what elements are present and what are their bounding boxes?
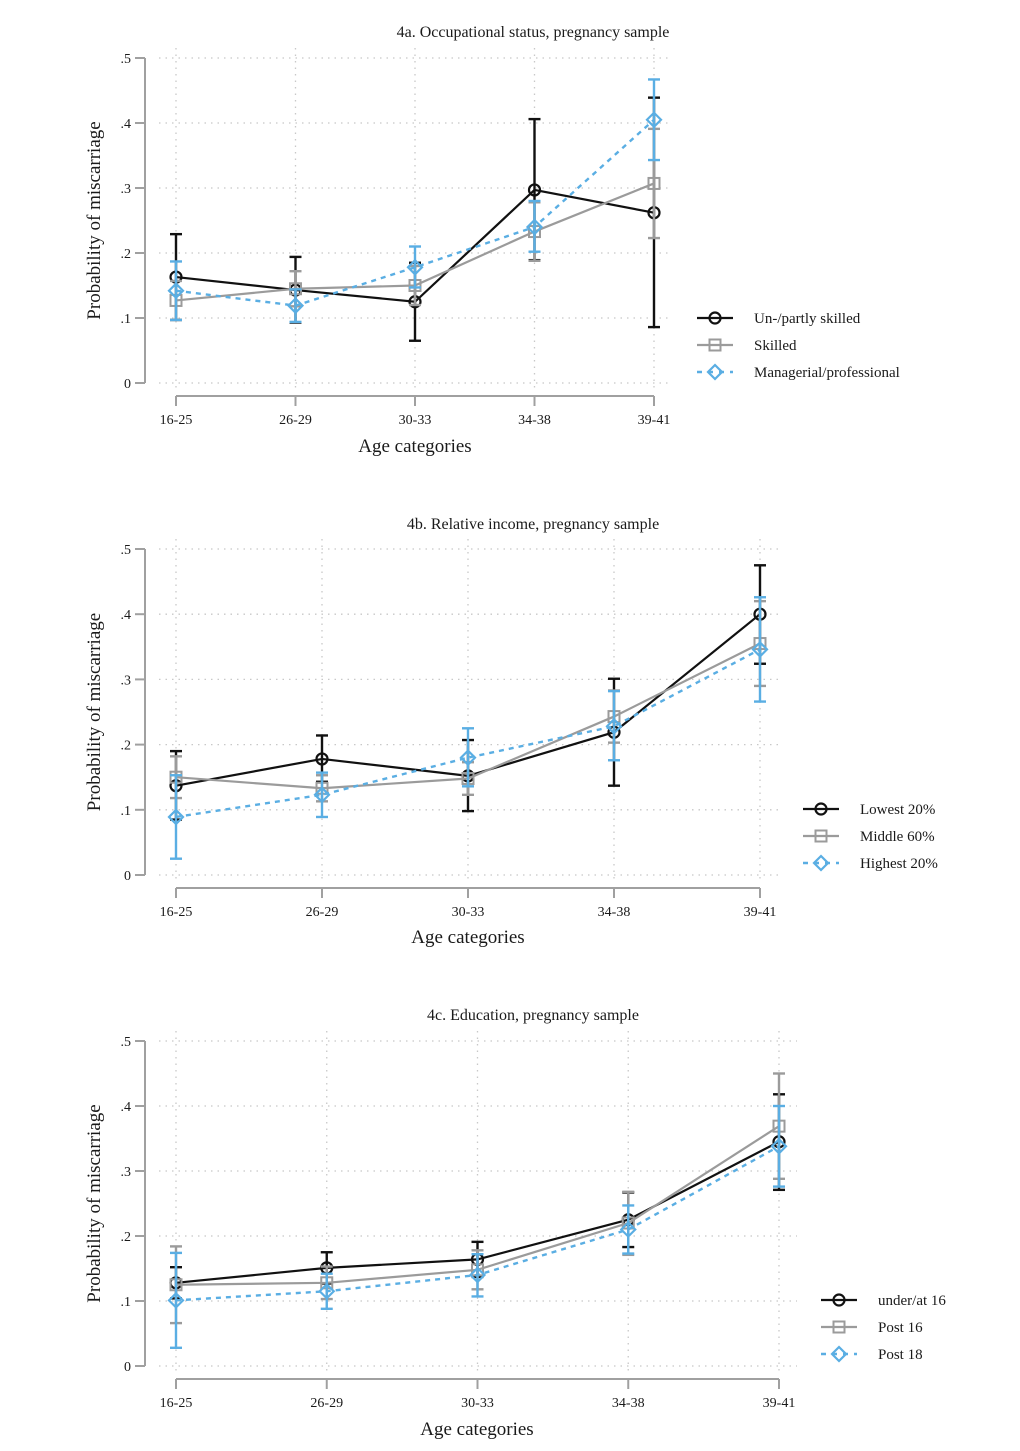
x-tick-label: 30-33: [452, 905, 485, 920]
x-tick-label: 16-25: [160, 413, 193, 428]
x-tick-label: 39-41: [744, 905, 777, 920]
x-tick-label: 34-38: [518, 413, 551, 428]
y-tick-label: .2: [121, 739, 132, 754]
data-point: [459, 749, 477, 767]
data-point: [318, 1282, 336, 1300]
x-tick-label: 39-41: [763, 1396, 796, 1411]
y-tick-label: .3: [121, 182, 132, 197]
x-tick-label: 30-33: [399, 413, 432, 428]
y-tick-label: .4: [121, 608, 132, 623]
x-axis-label: Age categories: [411, 927, 524, 948]
data-point: [605, 717, 623, 735]
legend-key-marker: [832, 1293, 846, 1307]
legend-label: Un-/partly skilled: [754, 311, 861, 327]
legend-key-marker: [832, 1320, 846, 1334]
legend-key-marker: [708, 311, 722, 325]
y-tick-label: .5: [121, 543, 132, 558]
y-tick-label: .3: [121, 1165, 132, 1180]
legend-key-marker: [812, 854, 830, 872]
data-point: [315, 752, 329, 766]
data-point: [525, 218, 544, 236]
chart-title: 4b. Relative income, pregnancy sample: [407, 516, 659, 533]
legend-label: Managerial/professional: [754, 365, 900, 381]
y-axis-label: Probability of miscarriage: [84, 1104, 105, 1302]
chart-panel-2: 4b. Relative income, pregnancy sample 0 .1…: [84, 516, 938, 948]
y-axis-label: Probability of miscarriage: [84, 121, 105, 319]
legend-item: Highest 20%: [803, 854, 938, 872]
data-point: [647, 176, 661, 190]
data-point: [645, 111, 663, 129]
legend-item: Lowest 20%: [803, 802, 935, 818]
chart-title: 4c. Education, pregnancy sample: [427, 1007, 639, 1024]
legend-key-marker: [814, 829, 828, 843]
x-axis-label: Age categories: [420, 1419, 533, 1440]
legend-item: under/at 16: [821, 1293, 946, 1309]
chart-panel-3: 4c. Education, pregnancy sample 0 .1 .2 .3 .4…: [84, 1007, 946, 1440]
legend-key-marker: [706, 363, 724, 381]
y-tick-label: .1: [121, 804, 132, 819]
legend-item: Un-/partly skilled: [697, 311, 861, 327]
legend-label: Lowest 20%: [860, 802, 935, 818]
data-point: [167, 1291, 185, 1309]
x-tick-label: 39-41: [638, 413, 671, 428]
series-line: [175, 118, 655, 307]
y-axis-label: Probability of miscarriage: [84, 613, 105, 811]
legend-item: Middle 60%: [803, 829, 935, 845]
data-point: [751, 640, 769, 658]
legend-key-marker: [814, 802, 828, 816]
legend-label: Post 16: [878, 1320, 923, 1336]
legend-label: under/at 16: [878, 1293, 946, 1309]
legend-item: Post 16: [821, 1320, 923, 1336]
data-point: [286, 297, 305, 315]
y-tick-label: .3: [121, 673, 132, 688]
y-tick-label: .1: [121, 1295, 132, 1310]
legend-item: Post 18: [821, 1345, 923, 1363]
x-tick-label: 26-29: [279, 413, 312, 428]
legend-key-marker: [830, 1345, 848, 1363]
x-axis-label: Age categories: [358, 436, 471, 457]
data-point: [527, 183, 542, 197]
data-point: [313, 786, 331, 804]
y-tick-label: 0: [124, 1360, 131, 1375]
y-tick-label: .2: [121, 247, 132, 262]
chart-title: 4a. Occupational status, pregnancy sampl…: [397, 24, 670, 41]
x-tick-label: 26-29: [310, 1396, 343, 1411]
y-tick-label: .2: [121, 1230, 132, 1245]
series-line: [175, 648, 761, 819]
legend-label: Post 18: [878, 1347, 923, 1363]
data-point: [167, 282, 185, 300]
legend-label: Skilled: [754, 338, 797, 354]
data-point: [406, 258, 424, 276]
series-post-18: [167, 1104, 788, 1350]
y-tick-label: .1: [121, 312, 132, 327]
legend-item: Managerial/professional: [697, 363, 900, 381]
legend-key-marker: [708, 338, 722, 352]
x-tick-label: 34-38: [612, 1396, 645, 1411]
y-tick-label: .4: [121, 117, 132, 132]
data-point: [468, 1266, 487, 1284]
x-tick-label: 26-29: [306, 905, 339, 920]
data-point: [167, 808, 185, 826]
y-tick-label: .5: [121, 1035, 132, 1050]
y-tick-label: .4: [121, 1100, 132, 1115]
x-tick-label: 34-38: [598, 905, 631, 920]
y-tick-label: 0: [124, 869, 131, 884]
series-line: [175, 1145, 780, 1302]
data-point: [619, 1220, 637, 1239]
chart-panel-1: 4a. Occupational status, pregnancy sampl…: [84, 24, 900, 457]
legend-label: Middle 60%: [860, 829, 935, 845]
y-tick-label: .5: [121, 52, 132, 67]
x-tick-label: 16-25: [160, 1396, 193, 1411]
series-managerial-professional: [167, 78, 663, 324]
data-point: [770, 1137, 788, 1155]
legend-item: Skilled: [697, 338, 797, 354]
legend-label: Highest 20%: [860, 856, 938, 872]
x-tick-label: 30-33: [461, 1396, 494, 1411]
y-tick-label: 0: [124, 377, 131, 392]
series-highest-20-: [167, 596, 769, 860]
x-tick-label: 16-25: [160, 905, 193, 920]
